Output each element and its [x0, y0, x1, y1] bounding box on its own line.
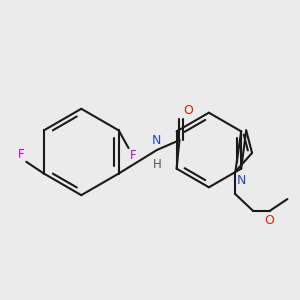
- Text: N: N: [152, 134, 162, 147]
- Text: O: O: [264, 214, 274, 227]
- Text: O: O: [183, 103, 193, 117]
- Text: N: N: [236, 174, 246, 187]
- Text: H: H: [152, 158, 161, 171]
- Text: F: F: [130, 149, 136, 162]
- Text: F: F: [18, 148, 24, 161]
